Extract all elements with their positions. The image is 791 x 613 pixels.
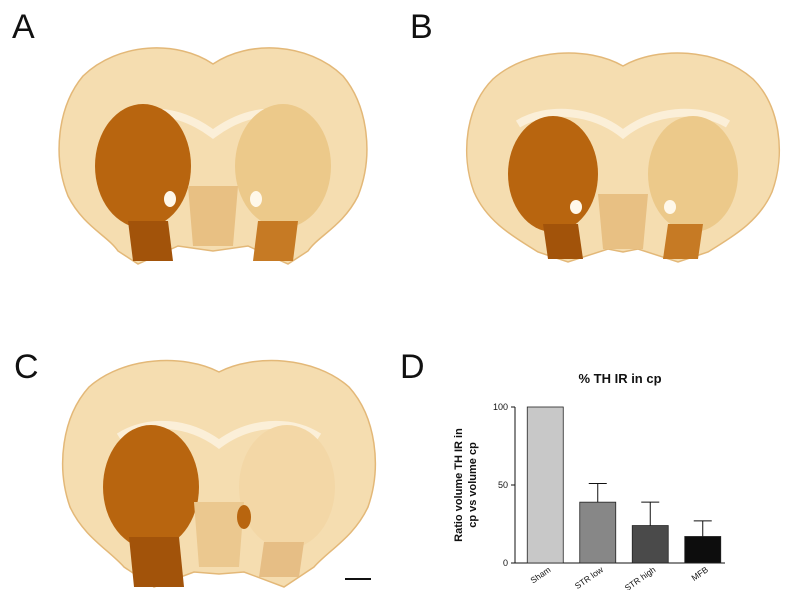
y-ticks: 0 50 100 — [493, 402, 515, 568]
y-axis-label-line1: Ratio volume TH IR in — [453, 428, 465, 542]
x-tick-label: STR low — [573, 564, 606, 590]
y-tick-label: 100 — [493, 402, 508, 412]
x-tick-labels: Sham STR low STR high MFB — [528, 564, 710, 590]
bar-chart: % TH IR in cp Ratio volume TH IR in cp v… — [453, 371, 725, 590]
bar-mfb — [684, 536, 722, 564]
scale-bar — [345, 578, 371, 580]
bar-str-low — [579, 501, 617, 564]
y-axis-label-line2: cp vs volume cp — [467, 442, 479, 528]
panel-label-c: C — [14, 348, 39, 386]
bar-sham — [526, 406, 564, 564]
brain-section-a — [58, 47, 368, 265]
brain-section-c — [61, 359, 377, 588]
y-tick-label: 50 — [498, 480, 508, 490]
bars — [526, 406, 722, 564]
y-tick-label: 0 — [503, 558, 508, 568]
bar-str-high — [631, 525, 669, 564]
panel-label-d: D — [400, 348, 425, 386]
panel-label-a: A — [12, 8, 35, 46]
x-tick-label: Sham — [528, 564, 552, 585]
brain-section-b — [465, 52, 781, 263]
panel-label-b: B — [410, 8, 433, 46]
chart-title: % TH IR in cp — [578, 371, 661, 386]
x-tick-label: STR high — [623, 564, 658, 590]
x-tick-label: MFB — [689, 564, 710, 583]
error-bars — [588, 482, 712, 537]
